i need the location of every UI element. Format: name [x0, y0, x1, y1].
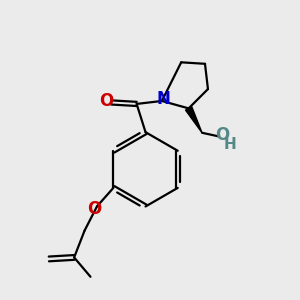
Polygon shape	[185, 107, 202, 133]
Text: H: H	[223, 137, 236, 152]
Text: N: N	[156, 91, 170, 109]
Text: O: O	[88, 200, 102, 218]
Text: O: O	[215, 125, 229, 143]
Text: O: O	[99, 92, 113, 110]
